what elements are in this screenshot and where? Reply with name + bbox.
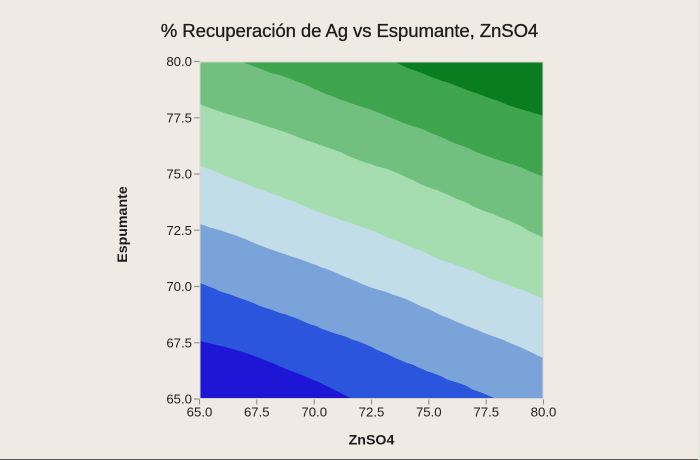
svg-text:72.5: 72.5	[359, 405, 385, 420]
svg-text:75.0: 75.0	[166, 167, 192, 182]
svg-text:67.5: 67.5	[244, 405, 270, 420]
svg-text:65.0: 65.0	[166, 392, 192, 407]
svg-text:80.0: 80.0	[531, 405, 557, 420]
svg-text:70.0: 70.0	[166, 279, 192, 294]
svg-text:75.0: 75.0	[416, 405, 442, 420]
svg-text:80.0: 80.0	[166, 54, 192, 69]
svg-text:65.0: 65.0	[187, 405, 213, 420]
svg-text:ZnSO4: ZnSO4	[349, 433, 395, 449]
svg-text:72.5: 72.5	[166, 223, 192, 238]
svg-text:77.5: 77.5	[166, 110, 192, 125]
svg-text:77.5: 77.5	[473, 405, 499, 420]
svg-text:% Recuperación de Ag vs Espuma: % Recuperación de Ag vs Espumante, ZnSO4	[161, 20, 538, 41]
svg-text:70.0: 70.0	[301, 405, 327, 420]
svg-text:67.5: 67.5	[166, 335, 192, 350]
svg-text:Espumante: Espumante	[115, 186, 131, 263]
